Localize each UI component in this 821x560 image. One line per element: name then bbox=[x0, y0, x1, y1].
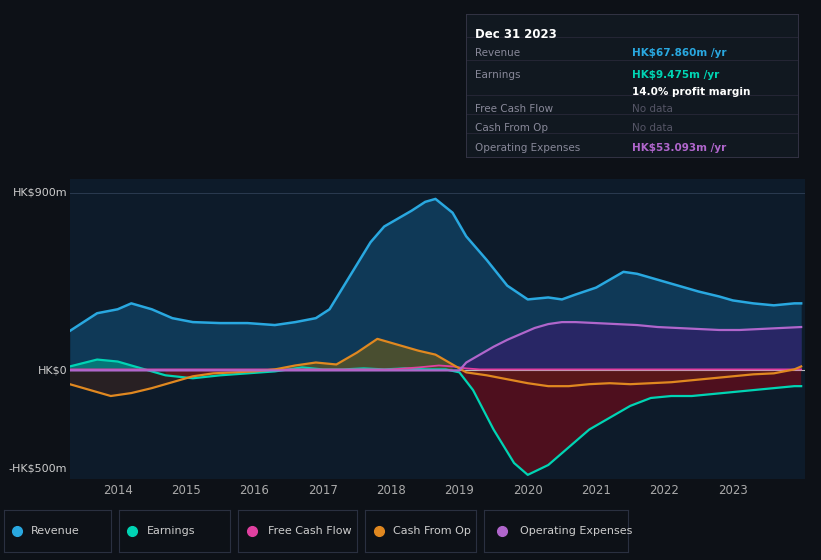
Text: Cash From Op: Cash From Op bbox=[393, 526, 471, 535]
Text: Earnings: Earnings bbox=[147, 526, 195, 535]
Text: No data: No data bbox=[632, 123, 672, 133]
Text: HK$53.093m /yr: HK$53.093m /yr bbox=[632, 142, 726, 152]
Text: Operating Expenses: Operating Expenses bbox=[475, 142, 580, 152]
Text: HK$900m: HK$900m bbox=[12, 188, 67, 198]
Text: Dec 31 2023: Dec 31 2023 bbox=[475, 28, 557, 41]
Text: HK$0: HK$0 bbox=[38, 365, 67, 375]
Text: Operating Expenses: Operating Expenses bbox=[521, 526, 633, 535]
Text: Revenue: Revenue bbox=[31, 526, 80, 535]
Text: Free Cash Flow: Free Cash Flow bbox=[268, 526, 351, 535]
Text: Earnings: Earnings bbox=[475, 69, 521, 80]
Text: HK$67.860m /yr: HK$67.860m /yr bbox=[632, 48, 727, 58]
Text: No data: No data bbox=[632, 104, 672, 114]
Text: Cash From Op: Cash From Op bbox=[475, 123, 548, 133]
Text: HK$9.475m /yr: HK$9.475m /yr bbox=[632, 69, 719, 80]
Text: 14.0% profit margin: 14.0% profit margin bbox=[632, 87, 750, 97]
Text: Free Cash Flow: Free Cash Flow bbox=[475, 104, 553, 114]
Text: -HK$500m: -HK$500m bbox=[9, 464, 67, 474]
Text: Revenue: Revenue bbox=[475, 48, 521, 58]
